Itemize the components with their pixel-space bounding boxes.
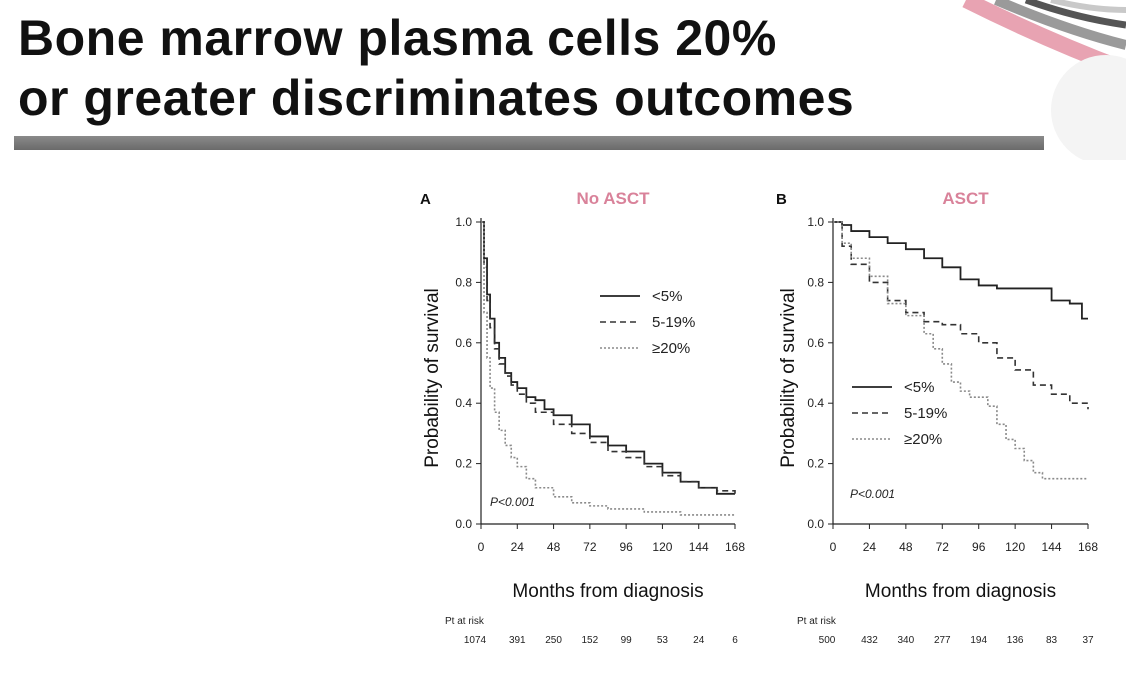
y-tick-label: 1.0 [455, 215, 472, 229]
y-tick-label: 0.4 [455, 396, 472, 410]
at-risk-value: 250 [545, 635, 562, 646]
x-tick-label: 72 [583, 540, 597, 554]
y-tick-label: 0.8 [455, 275, 472, 289]
y-tick-label: 0.0 [807, 517, 824, 531]
x-tick-label: 168 [725, 540, 745, 554]
x-tick-label: 48 [899, 540, 913, 554]
at-risk-value: 6 [732, 635, 738, 646]
x-tick-label: 120 [1005, 540, 1025, 554]
at-risk-label: Pt at risk [797, 616, 837, 627]
legend: <5% 5-19% ≥20% [600, 288, 695, 357]
panel-title: No ASCT [576, 189, 650, 208]
legend-label: ≥20% [652, 340, 690, 357]
at-risk-value: 136 [1007, 635, 1024, 646]
y-tick-label: 0.4 [807, 396, 824, 410]
x-tick-label: 0 [830, 540, 837, 554]
x-tick-label: 168 [1078, 540, 1098, 554]
y-tick-label: 0.2 [455, 457, 472, 471]
legend-label: <5% [652, 288, 682, 305]
y-axis-label: Probability of survival [778, 288, 799, 468]
x-tick-label: 144 [1042, 540, 1062, 554]
legend-label: 5-19% [652, 314, 695, 331]
y-axis-label: Probability of survival [422, 288, 443, 468]
at-risk-value: 391 [509, 635, 526, 646]
y-tick-label: 0.8 [807, 275, 824, 289]
title-underline-bar [14, 136, 1044, 150]
x-tick-label: 72 [936, 540, 950, 554]
y-tick-label: 0.0 [455, 517, 472, 531]
x-tick-label: 0 [478, 540, 485, 554]
y-tick-label: 1.0 [807, 215, 824, 229]
slide-title-line2: or greater discriminates outcomes [18, 70, 855, 126]
at-risk-value: 24 [693, 635, 705, 646]
at-risk-value: 277 [934, 635, 951, 646]
x-tick-label: 48 [547, 540, 561, 554]
legend-label: <5% [904, 379, 934, 396]
at-risk-value: 1074 [464, 635, 487, 646]
y-tick-label: 0.2 [807, 457, 824, 471]
slide-title-line1: Bone marrow plasma cells 20% [18, 10, 777, 66]
x-tick-label: 120 [652, 540, 672, 554]
at-risk-value: 432 [861, 635, 878, 646]
at-risk-value: 500 [819, 635, 836, 646]
at-risk-value: 53 [657, 635, 669, 646]
p-value-annotation: P<0.001 [850, 487, 895, 501]
y-tick-label: 0.6 [807, 336, 824, 350]
x-axis-label: Months from diagnosis [865, 581, 1056, 602]
x-tick-label: 96 [972, 540, 986, 554]
series-line-1 [833, 221, 1088, 320]
x-tick-label: 96 [619, 540, 633, 554]
series-line-3 [833, 221, 1088, 480]
x-tick-label: 24 [863, 540, 877, 554]
series-line-2 [833, 221, 1089, 410]
chart-panel-B: 0.0 0.2 0.4 0.6 0.8 1.0 0 24 48 72 96 120 144 168 Prob… [776, 189, 1098, 646]
legend-label: 5-19% [904, 405, 947, 422]
at-risk-value: 152 [582, 635, 599, 646]
panel-letter: B [776, 191, 787, 208]
series-line-3 [481, 221, 735, 516]
slide-title: Bone marrow plasma cells 20% or greater … [18, 8, 1058, 128]
series-line-1 [481, 221, 735, 495]
chart-panel-A: 0.0 0.2 0.4 0.6 0.8 1.0 0 24 48 72 96 120 144 168 Prob… [420, 189, 745, 646]
series-line-2 [481, 221, 736, 494]
x-tick-label: 144 [689, 540, 709, 554]
at-risk-value: 99 [621, 635, 633, 646]
at-risk-value: 194 [970, 635, 987, 646]
x-tick-label: 24 [511, 540, 525, 554]
panel-letter: A [420, 191, 431, 208]
p-value-annotation: P<0.001 [490, 495, 535, 509]
panel-title: ASCT [942, 189, 989, 208]
decorative-cables-graphic [962, 0, 1126, 160]
x-axis-label: Months from diagnosis [512, 581, 703, 602]
legend: <5% 5-19% ≥20% [852, 379, 947, 448]
at-risk-value: 37 [1082, 635, 1094, 646]
y-tick-label: 0.6 [455, 336, 472, 350]
at-risk-value: 340 [898, 635, 915, 646]
legend-label: ≥20% [904, 431, 942, 448]
at-risk-label: Pt at risk [445, 616, 485, 627]
at-risk-value: 83 [1046, 635, 1058, 646]
